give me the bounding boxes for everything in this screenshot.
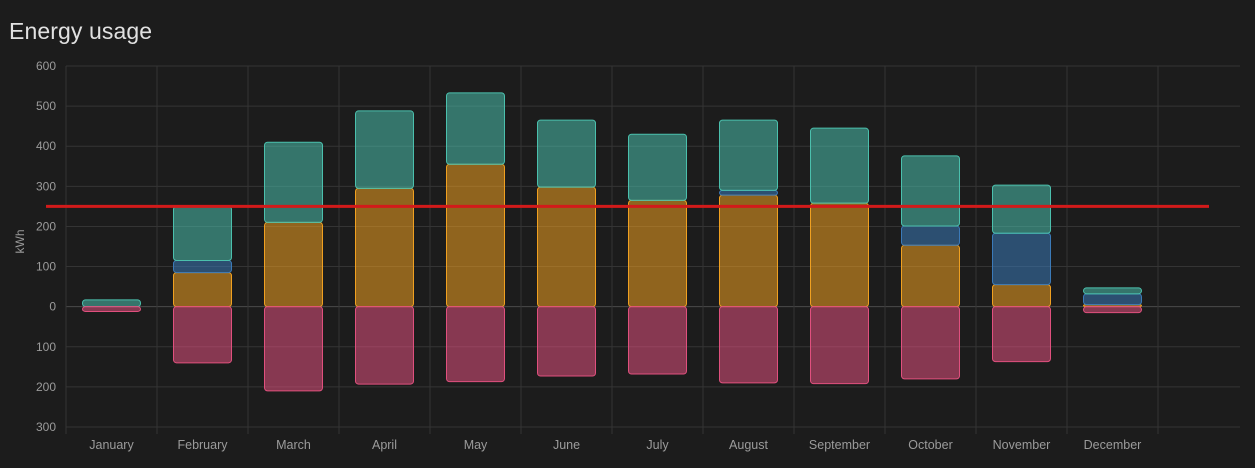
x-tick-label: February	[177, 438, 228, 452]
x-tick-label: November	[993, 438, 1051, 452]
y-axis-label: kWh	[13, 230, 27, 254]
x-tick-label: January	[89, 438, 134, 452]
bar-segment	[446, 163, 505, 308]
bar-segment	[901, 306, 960, 380]
y-tick-label: 500	[36, 99, 56, 113]
bar-segment	[810, 127, 869, 204]
bar-segment	[810, 306, 869, 385]
bar-segment	[264, 141, 323, 223]
bar-segment	[992, 232, 1051, 286]
bar-segment	[1083, 306, 1142, 314]
bar-segment	[82, 299, 141, 308]
x-tick-label: May	[464, 438, 488, 452]
bar-segment	[355, 110, 414, 189]
bar-segment	[628, 306, 687, 375]
bar-segment	[264, 221, 323, 308]
x-tick-label: September	[809, 438, 870, 452]
y-tick-label: 300	[36, 179, 56, 193]
bar-segment	[173, 272, 232, 308]
x-tick-label: August	[729, 438, 768, 452]
bar-segment	[446, 92, 505, 165]
y-tick-label: 600	[36, 59, 56, 73]
bar-segment	[810, 202, 869, 308]
y-tick-label: 200	[36, 380, 56, 394]
bar-segment	[82, 306, 141, 312]
x-tick-label: December	[1084, 438, 1142, 452]
x-tick-label: June	[553, 438, 580, 452]
bar-segment	[264, 306, 323, 392]
x-tick-label: October	[908, 438, 952, 452]
bar-segment	[901, 225, 960, 246]
bar-segment	[1083, 287, 1142, 295]
y-tick-label: 100	[36, 260, 56, 274]
bar-segment	[173, 306, 232, 364]
bar-segment	[719, 119, 778, 191]
card-title: Energy usage	[9, 18, 153, 44]
bar-segment	[173, 260, 232, 274]
bar-segment	[628, 199, 687, 308]
bar-segment	[719, 189, 778, 196]
bar-segment	[992, 306, 1051, 363]
y-tick-label: 300	[36, 420, 56, 434]
bar-segment	[719, 306, 778, 384]
bar-segment	[355, 306, 414, 385]
bar-segment	[992, 284, 1051, 308]
bar-segment	[901, 155, 960, 227]
y-tick-label: 400	[36, 139, 56, 153]
x-tick-label: April	[372, 438, 397, 452]
bar-segment	[628, 133, 687, 201]
bar-segment	[1083, 293, 1142, 306]
y-tick-label: 200	[36, 219, 56, 233]
bar-segment	[719, 194, 778, 308]
bar-segment	[537, 119, 596, 188]
x-tick-label: March	[276, 438, 311, 452]
bar-segment	[446, 306, 505, 383]
y-tick-label: 100	[36, 340, 56, 354]
x-tick-label: July	[646, 438, 669, 452]
bar-segment	[173, 205, 232, 262]
bar-segment	[537, 306, 596, 377]
y-tick-label: 0	[49, 300, 56, 314]
bar-segment	[901, 244, 960, 308]
bar-segment	[992, 184, 1051, 234]
